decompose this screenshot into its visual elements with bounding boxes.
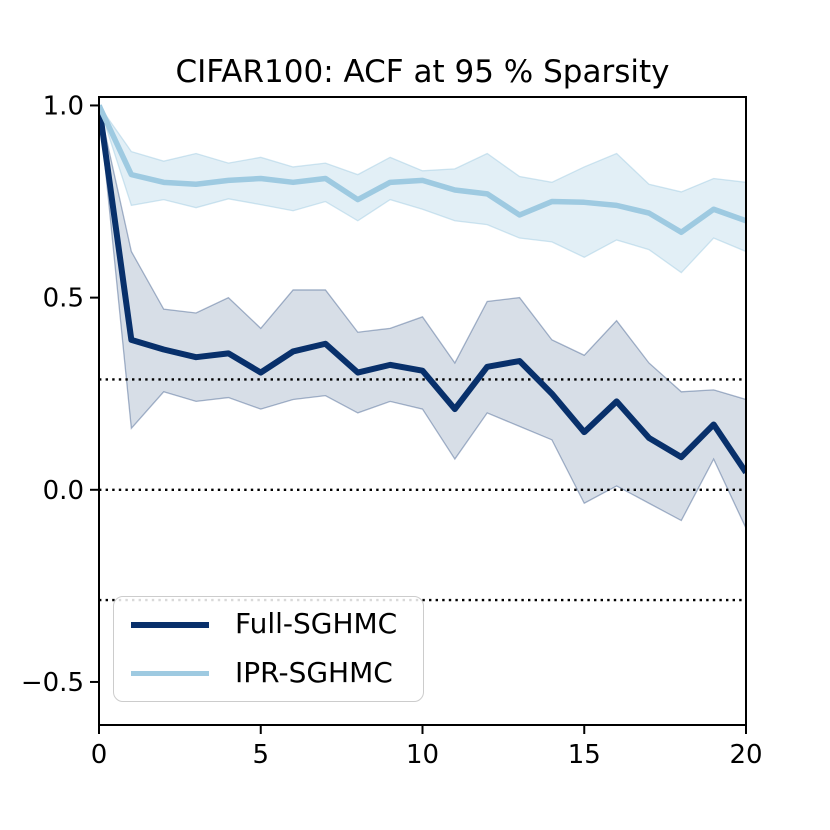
band-full-sghmc: [99, 105, 746, 529]
x-tick-label: 10: [406, 740, 439, 770]
legend-entry-ipr-sghmc: IPR-SGHMC: [131, 656, 423, 689]
line-ipr-sghmc: [99, 104, 746, 236]
legend: Full-SGHMC IPR-SGHMC: [113, 596, 424, 702]
legend-label-full-sghmc: Full-SGHMC: [235, 607, 398, 641]
x-tick-label: 0: [91, 740, 108, 770]
y-tick-label: 1.0: [43, 91, 84, 121]
y-tick-label: −0.5: [21, 668, 84, 698]
legend-swatch-ipr-sghmc: [131, 670, 209, 677]
legend-label-ipr-sghmc: IPR-SGHMC: [235, 656, 393, 689]
y-tick-label: 0.5: [43, 284, 84, 314]
x-tick-label: 20: [729, 740, 762, 770]
x-tick-label: 15: [568, 740, 601, 770]
legend-swatch-full-sghmc: [131, 621, 209, 628]
legend-entry-full-sghmc: Full-SGHMC: [131, 607, 423, 641]
line-full-sghmc: [99, 105, 746, 475]
band-ipr-sghmc: [99, 105, 746, 274]
x-tick-label: 5: [252, 740, 269, 770]
y-tick-label: 0.0: [43, 476, 84, 506]
chart-title: CIFAR100: ACF at 95 % Sparsity: [175, 54, 670, 90]
